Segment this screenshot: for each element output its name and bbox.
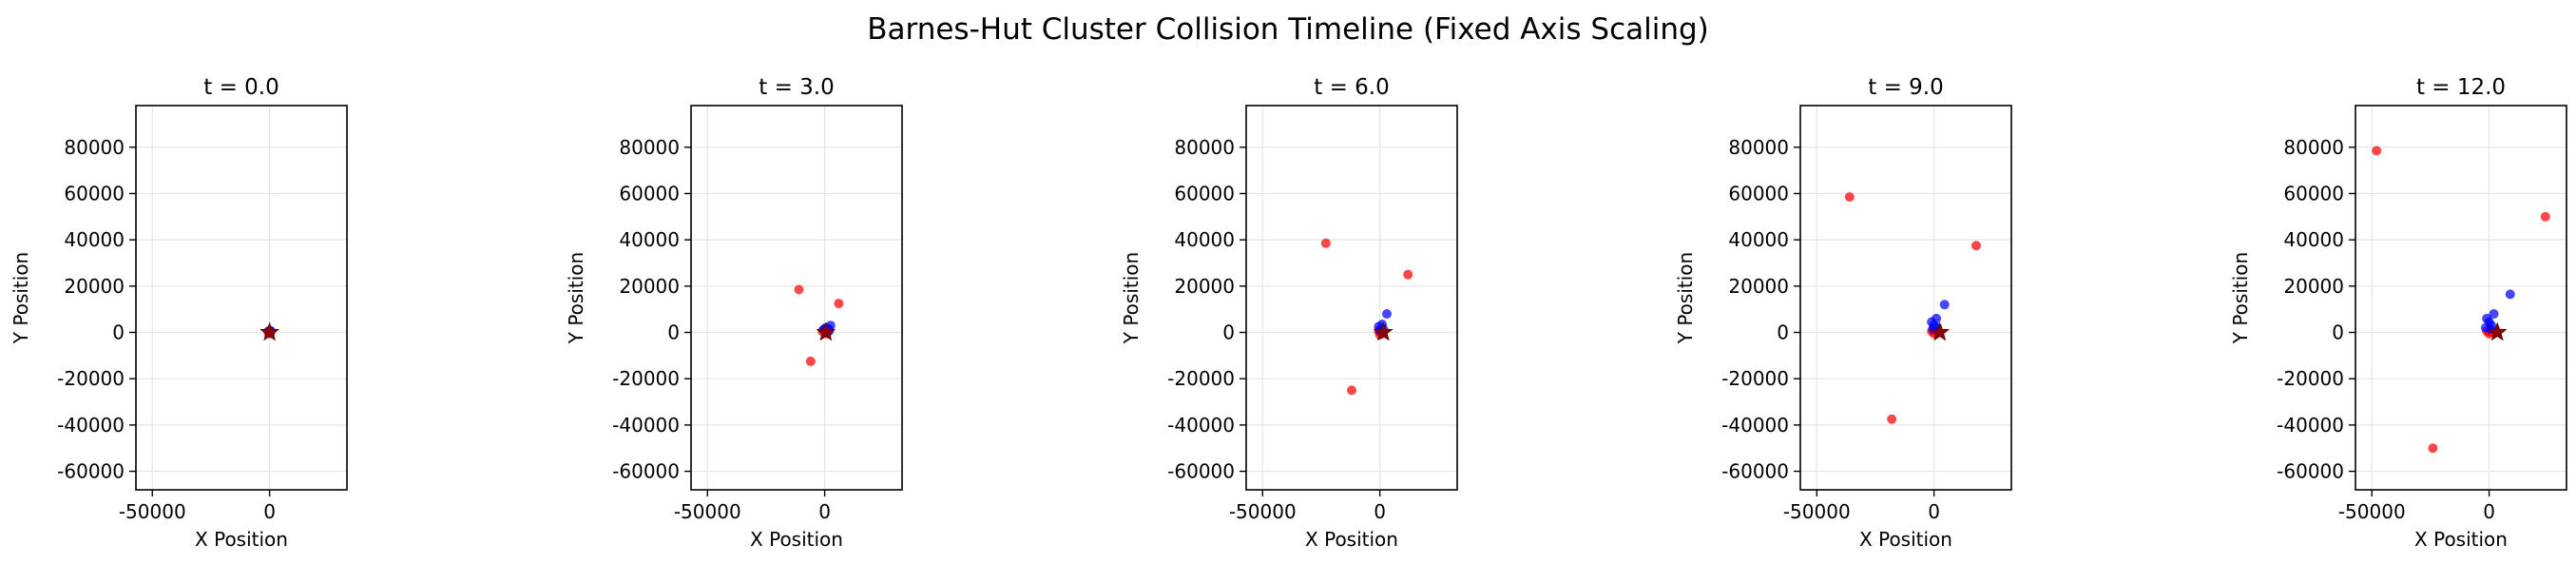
subplot-title: t = 9.0 [1868,75,1944,100]
data-point-red [834,299,844,309]
x-axis-label: X Position [1305,528,1398,551]
x-tick-label: -50000 [674,500,741,523]
subplot-title: t = 0.0 [203,75,279,100]
y-tick-label: -40000 [57,414,125,437]
x-axis-label: X Position [195,528,288,551]
y-tick-label: 0 [1222,321,1235,344]
data-point-blue [2505,289,2515,300]
y-tick-label: 80000 [2283,136,2344,159]
x-tick-label: 0 [1928,500,1940,523]
y-tick-label: 40000 [2283,228,2344,251]
x-tick-label: 0 [263,500,276,523]
y-tick-label: 60000 [1728,182,1789,204]
subplot-title: t = 3.0 [759,75,835,100]
x-axis-label: X Position [1859,528,1952,551]
x-tick-label: -50000 [119,500,186,523]
x-tick-label: -50000 [1229,500,1297,523]
x-tick-label: -50000 [2338,500,2406,523]
y-tick-label: 60000 [1174,182,1235,204]
subplots: -60000 -40000 -20000 0 20000 40000 60000 80000 -… [10,75,2567,551]
star-marker [816,321,836,341]
y-tick-label: 20000 [619,275,680,298]
y-tick-label: 0 [2332,321,2344,344]
y-tick-label: -20000 [1721,367,1789,390]
subplot-2: -60000 -40000 -20000 0 20000 40000 60000 80000 -… [1120,75,1458,551]
subplot-0: -60000 -40000 -20000 0 20000 40000 60000 80000 -… [10,75,348,551]
y-tick-label: 80000 [1174,136,1235,159]
y-tick-label: -60000 [1167,460,1235,483]
y-tick-label: -60000 [612,460,680,483]
y-tick-label: 60000 [64,182,125,204]
axes-frame [690,105,903,491]
subplot-title: t = 6.0 [1314,75,1390,100]
x-axis-label: X Position [750,528,843,551]
y-tick-label: 60000 [2283,182,2344,204]
data-point-red [2428,443,2438,454]
data-point-red [794,284,804,295]
y-tick-label: 80000 [619,136,680,159]
y-tick-label: -60000 [1721,460,1789,483]
y-tick-label: 40000 [619,228,680,251]
star-marker [1930,321,1951,341]
y-tick-label: -60000 [57,460,125,483]
data-point-red [1844,192,1855,203]
data-point-red [1403,269,1413,280]
data-point-red [1347,385,1356,396]
data-point-red [2540,211,2550,222]
data-point-blue [2489,309,2499,320]
y-tick-label: 40000 [64,228,125,251]
axes-frame [135,105,348,491]
y-tick-label: -20000 [2277,367,2344,390]
star-marker [2487,321,2508,341]
subplot-title: t = 12.0 [2416,75,2506,100]
x-tick-label: 0 [1374,500,1386,523]
subplot-4: -60000 -40000 -20000 0 20000 40000 60000 80000 -… [2229,75,2567,551]
y-tick-label: 20000 [1174,275,1235,298]
data-point-red [805,356,816,366]
axes-frame [2355,105,2567,491]
data-point-red [2372,146,2382,156]
y-tick-label: 0 [112,321,125,344]
figure-suptitle: Barnes-Hut Cluster Collision Timeline (F… [867,12,1709,47]
y-tick-label: 0 [1777,321,1789,344]
subplot-3: -60000 -40000 -20000 0 20000 40000 60000 80000 -… [1674,75,2012,551]
subplot-1: -60000 -40000 -20000 0 20000 40000 60000 80000 -… [565,75,903,551]
y-tick-label: 40000 [1728,228,1789,251]
x-tick-label: 0 [2483,500,2495,523]
y-tick-label: 40000 [1174,228,1235,251]
y-tick-label: -20000 [612,367,680,390]
y-axis-label: Y Position [565,252,587,344]
data-point-blue [1382,309,1392,320]
y-axis-label: Y Position [10,252,32,344]
axes-frame [1799,105,2012,491]
y-tick-label: 80000 [64,136,125,159]
y-tick-label: -40000 [1167,414,1235,437]
data-point-red [1320,238,1331,248]
y-tick-label: 20000 [2283,275,2344,298]
x-tick-label: -50000 [1783,500,1851,523]
y-tick-label: -60000 [2277,460,2344,483]
data-point-red [1971,241,1981,251]
y-axis-label: Y Position [1120,252,1143,344]
y-tick-label: 20000 [1728,275,1789,298]
star-marker [1373,321,1394,341]
x-tick-label: 0 [818,500,831,523]
y-tick-label: -40000 [2277,414,2344,437]
y-axis-label: Y Position [2229,252,2252,344]
y-tick-label: -20000 [1167,367,1235,390]
y-axis-label: Y Position [1674,252,1697,344]
data-point-blue [1939,300,1950,310]
y-tick-label: -20000 [57,367,125,390]
y-tick-label: 20000 [64,275,125,298]
y-tick-label: 80000 [1728,136,1789,159]
y-tick-label: 60000 [619,182,680,204]
y-tick-label: -40000 [612,414,680,437]
y-tick-label: -40000 [1721,414,1789,437]
data-point-red [1887,414,1897,424]
y-tick-label: 0 [667,321,680,344]
axes-frame [1245,105,1458,491]
star-marker [260,321,279,341]
x-axis-label: X Position [2414,528,2508,551]
